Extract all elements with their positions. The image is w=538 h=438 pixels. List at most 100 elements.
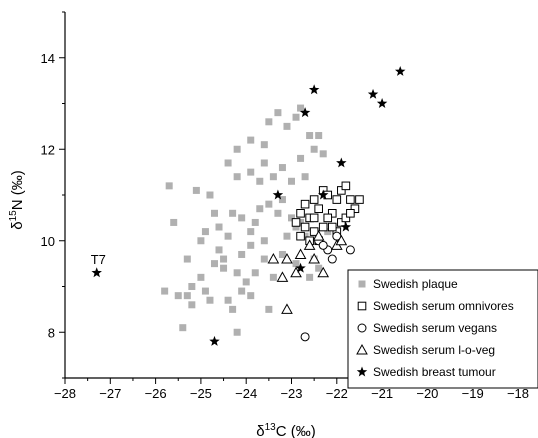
data-point (332, 195, 342, 204)
y-tick-label: 14 (41, 51, 55, 66)
data-point (296, 231, 305, 241)
data-point (341, 181, 351, 191)
data-point (294, 248, 307, 259)
data-point (260, 255, 268, 263)
data-point (260, 237, 268, 245)
data-point (251, 269, 259, 277)
annotation-label: T7 (91, 252, 106, 267)
legend-label: Swedish breast tumour (373, 365, 496, 379)
data-point (201, 287, 209, 295)
data-point (327, 209, 337, 218)
legend-marker (356, 343, 368, 355)
data-point (303, 239, 316, 250)
data-point (238, 214, 246, 222)
data-point (265, 118, 273, 126)
y-axis-title-base: δ (9, 221, 26, 229)
data-point (317, 189, 329, 200)
x-tick-label: −24 (235, 386, 257, 401)
data-point (274, 209, 282, 217)
y-tick-label: 8 (48, 325, 55, 340)
data-point (274, 109, 282, 117)
data-point (272, 189, 284, 200)
data-point (306, 132, 314, 140)
legend-label: Swedish plaque (373, 277, 458, 291)
data-point (278, 250, 286, 258)
data-point (224, 232, 232, 240)
annotations: T7 (91, 252, 106, 267)
legend-marker (358, 280, 366, 288)
legend: Swedish plaque Swedish serum omnivores Swe… (347, 269, 538, 389)
data-point (278, 196, 286, 204)
data-point (291, 218, 301, 227)
data-point (288, 177, 295, 185)
legend-marker (356, 366, 368, 377)
data-point (265, 200, 273, 208)
data-point (314, 204, 323, 214)
data-point (308, 84, 320, 95)
legend-label: Swedish serum l-o-veg (373, 343, 495, 357)
data-point (220, 255, 228, 263)
data-point (337, 186, 346, 195)
data-point (238, 287, 246, 295)
data-point (318, 222, 328, 232)
x-tick-label: −22 (326, 386, 348, 401)
data-point (309, 213, 319, 223)
x-axis-title-sup: 13 (265, 422, 277, 433)
data-point (327, 254, 337, 264)
data-point (297, 154, 305, 162)
x-tick-label: −21 (371, 386, 393, 401)
data-point (256, 177, 264, 185)
data-point (242, 278, 250, 286)
data-point (161, 287, 169, 295)
data-point (301, 232, 309, 240)
data-point (288, 214, 295, 222)
data-point (355, 195, 364, 204)
data-point (179, 324, 187, 332)
data-point (312, 230, 325, 241)
data-point (229, 305, 237, 313)
data-point (209, 335, 220, 346)
data-point (224, 159, 232, 167)
x-axis-title-base: δ (256, 423, 264, 438)
data-point (215, 223, 223, 231)
data-point (247, 228, 255, 236)
data-point (290, 266, 302, 278)
data-point (170, 218, 178, 226)
data-point (300, 222, 310, 232)
data-point (306, 273, 314, 281)
data-point (301, 173, 309, 181)
x-axis-title: δ13C (‰) (256, 422, 315, 438)
data-point (315, 132, 323, 140)
data-point (233, 269, 241, 277)
data-point (300, 332, 310, 342)
data-point (188, 283, 196, 290)
y-tick-label: 12 (41, 142, 55, 157)
data-point (233, 173, 241, 181)
data-point (210, 260, 218, 268)
x-tick-label: −28 (54, 386, 76, 401)
data-point (224, 296, 232, 304)
legend-marker (357, 323, 367, 333)
data-point (337, 218, 346, 227)
data-point (283, 232, 291, 240)
data-point (340, 221, 352, 232)
data-point (251, 218, 259, 226)
x-tick-label: −25 (190, 386, 212, 401)
data-point (335, 234, 348, 246)
legend-label: Swedish serum omnivores (373, 299, 514, 313)
data-point (281, 303, 293, 314)
x-tick-label: −26 (145, 386, 167, 401)
data-point (238, 250, 246, 258)
y-tick-label: 10 (41, 234, 55, 249)
x-tick-label: −27 (99, 386, 121, 401)
data-point (278, 164, 286, 172)
x-tick-label: −19 (462, 386, 484, 401)
data-point (292, 260, 300, 268)
data-point (315, 264, 323, 272)
data-point (345, 245, 355, 255)
data-point (269, 173, 277, 181)
series-open-square (291, 181, 364, 246)
data-point (233, 328, 241, 336)
data-point (247, 168, 255, 176)
legend-label: Swedish serum vegans (373, 321, 497, 335)
